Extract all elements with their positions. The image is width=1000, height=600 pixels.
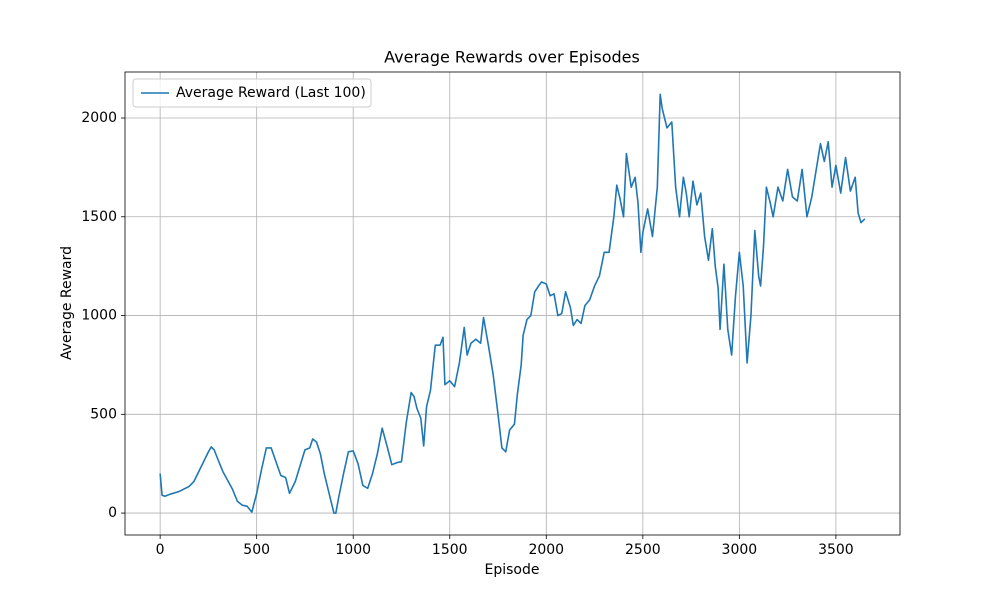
- plot-frame: [124, 71, 901, 536]
- x-axis-label: Episode: [485, 562, 540, 578]
- x-tick-label: 3500: [818, 542, 854, 558]
- y-tick-label: 1500: [81, 209, 117, 225]
- y-tick-label: 0: [108, 505, 117, 521]
- y-tick-label: 500: [90, 406, 117, 422]
- legend-box: [132, 78, 372, 108]
- x-tick-label: 1000: [335, 542, 371, 558]
- x-tick-label: 2500: [625, 542, 661, 558]
- x-tick-label: 1500: [432, 542, 468, 558]
- y-axis-label: Average Reward: [59, 246, 75, 360]
- chart-title: Average Rewards over Episodes: [384, 48, 640, 67]
- x-tick-label: 3000: [722, 542, 758, 558]
- x-tick-label: 2000: [528, 542, 564, 558]
- x-tick-label: 0: [156, 542, 165, 558]
- legend-label: Average Reward (Last 100): [176, 85, 366, 101]
- x-tick-label: 500: [243, 542, 270, 558]
- grid: [125, 72, 900, 535]
- y-tick-label: 1000: [81, 308, 117, 324]
- data-line: [159, 93, 866, 514]
- y-tick-label: 2000: [81, 110, 117, 126]
- plot: [159, 93, 866, 514]
